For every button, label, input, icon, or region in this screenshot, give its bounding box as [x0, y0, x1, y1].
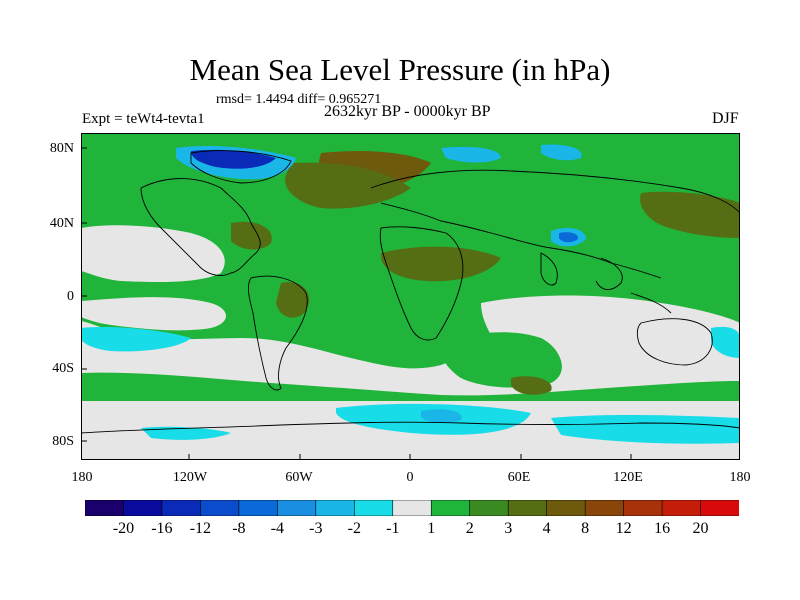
legend-swatch [161, 500, 202, 516]
lon-label-60w: 60W [285, 470, 313, 485]
pressure-map [81, 133, 740, 460]
legend-swatch [353, 500, 394, 516]
legend-swatch [584, 500, 625, 516]
legend-swatch [238, 500, 278, 516]
lon-label-120e: 120E [613, 470, 643, 485]
field-blue-antarctic-core [421, 409, 462, 423]
legend-label: 20 [692, 520, 709, 537]
legend-swatch [392, 500, 432, 516]
coast-europe-asia [370, 169, 740, 279]
lon-label-180w: 180 [71, 470, 93, 485]
lat-label-80s: 80S [52, 434, 74, 449]
legend-label: -20 [112, 520, 135, 537]
legend-label: 12 [615, 520, 632, 537]
lat-label-0: 0 [67, 289, 74, 304]
field-olive-samerica [276, 282, 310, 318]
legend-label: 4 [542, 520, 551, 537]
legend-label: -2 [347, 520, 361, 537]
field-navy-greenland [191, 149, 276, 169]
field-grey-npacific [81, 225, 225, 283]
field-green-south [81, 372, 740, 403]
legend-label: 16 [654, 520, 671, 537]
field-cyan-antarctic-west [141, 426, 231, 440]
field-grey-tropics [81, 297, 226, 331]
legend-swatch [85, 500, 125, 516]
legend-label: 3 [504, 520, 513, 537]
map-title: Mean Sea Level Pressure (in hPa) [189, 52, 611, 87]
coast-south-america [247, 275, 308, 391]
lon-label-0: 0 [406, 470, 414, 485]
legend-swatch [623, 500, 663, 516]
legend-swatch [277, 500, 317, 516]
coast-india [540, 252, 558, 286]
period-label: 2632kyr BP - 0000kyr BP [324, 103, 491, 120]
field-blue-arctic-east [441, 146, 501, 163]
coast-greenland [190, 150, 292, 184]
legend-label: -1 [386, 520, 400, 537]
legend-swatch [700, 500, 739, 516]
coast-africa [379, 226, 464, 341]
legend-swatch [430, 500, 471, 516]
lat-label-40s: 40S [52, 361, 74, 376]
coast-antarctica [81, 421, 740, 434]
legend-swatch [661, 500, 702, 516]
legend-swatch [507, 500, 548, 516]
field-olive-far-east [640, 191, 740, 238]
field-olive-atlantic [231, 221, 272, 250]
legend-label: 1 [427, 520, 436, 537]
lon-label-60e: 60E [507, 470, 531, 485]
field-olive-europe [285, 162, 411, 209]
legend-label: 2 [465, 520, 474, 537]
legend-swatch [469, 500, 509, 516]
lat-label-40n: 40N [49, 216, 74, 231]
field-blue-arctic-far [541, 144, 582, 161]
season-label: DJF [712, 110, 739, 127]
field-brown-africa [380, 246, 501, 282]
field-cyan-antarctic-east [551, 414, 740, 444]
coast-australia [636, 318, 713, 366]
legend-label: 8 [581, 520, 590, 537]
stats-line: rmsd= 1.4494 diff= 0.965271 [216, 92, 382, 107]
field-cyan-indian-east [711, 326, 740, 358]
experiment-label: Expt = teWt4-tevta1 [82, 111, 205, 127]
legend-label: -4 [270, 520, 285, 537]
lon-label-180e: 180 [729, 470, 751, 485]
legend-colorbar [85, 500, 739, 516]
field-olive-s-atlantic [511, 376, 552, 395]
legend-label: -12 [189, 520, 212, 537]
legend-swatch [546, 500, 586, 516]
field-green-s-atlantic [439, 332, 562, 388]
legend-label: -16 [151, 520, 173, 537]
legend-swatch [123, 500, 163, 516]
legend-swatch [315, 500, 355, 516]
lat-label-80n: 80N [49, 141, 74, 156]
legend-label: -8 [232, 520, 246, 537]
coast-north-america [140, 178, 261, 276]
coast-se-asia [595, 257, 672, 314]
lon-label-120w: 120W [172, 470, 208, 485]
legend-swatch [200, 500, 240, 516]
legend-label: -3 [309, 520, 323, 537]
field-cyan-s-pacific [81, 327, 191, 352]
field-blue-himalaya-core [559, 232, 579, 243]
